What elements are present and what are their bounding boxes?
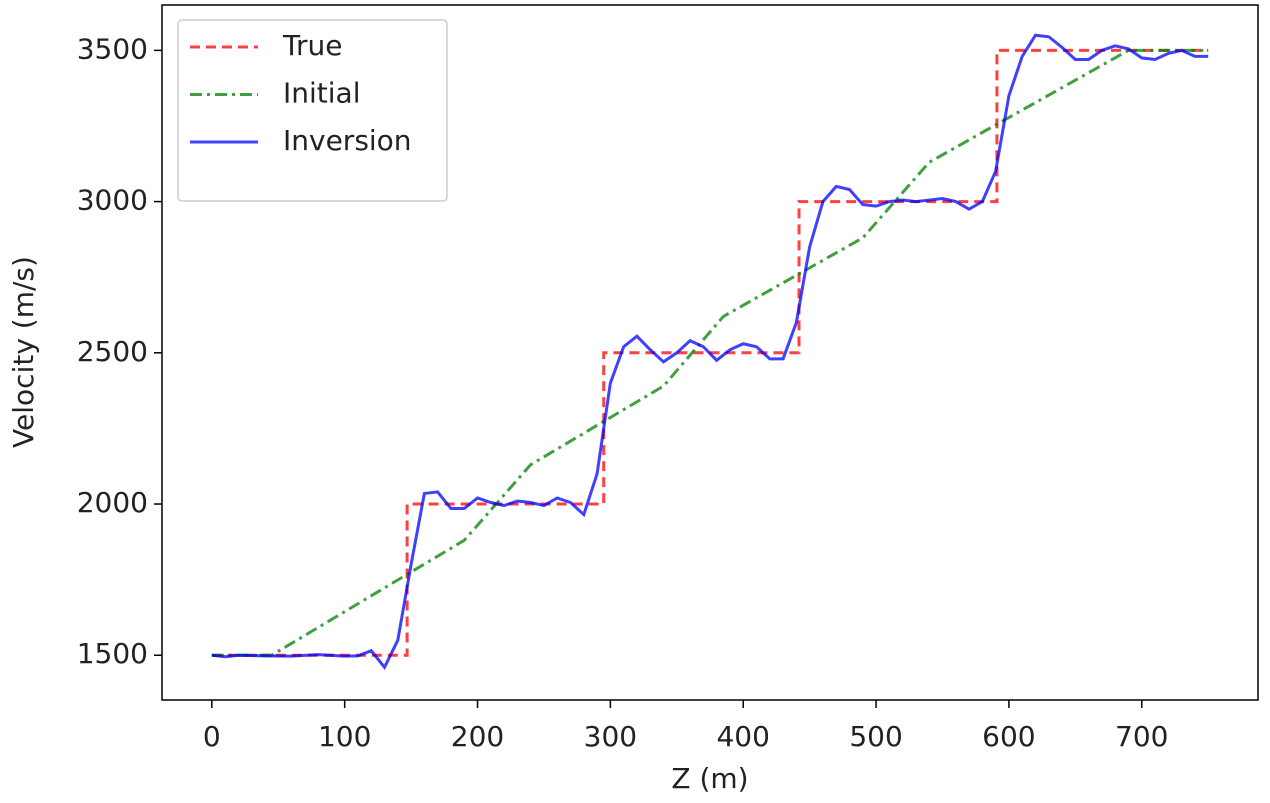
- y-tick-label: 3500: [77, 32, 148, 65]
- legend-label: Initial: [283, 77, 360, 110]
- data-line: [211, 48, 1209, 657]
- x-tick-label: 200: [451, 720, 504, 753]
- x-tick-label: 0: [203, 720, 221, 753]
- legend-box: [177, 19, 448, 202]
- data-line: [211, 48, 1209, 657]
- legend: True Initial Inversion: [177, 19, 448, 202]
- data-line: [211, 33, 1209, 671]
- x-tick-label: 100: [318, 720, 371, 753]
- y-tick-label: 2500: [77, 335, 148, 368]
- x-tick-label: 600: [982, 720, 1035, 753]
- y-tick-label: 3000: [77, 184, 148, 217]
- legend-label: True: [282, 29, 342, 62]
- legend-label: Inversion: [283, 124, 412, 157]
- y-tick-label: 1500: [77, 637, 148, 670]
- x-tick-label: 400: [716, 720, 769, 753]
- x-tick-label: 500: [849, 720, 902, 753]
- x-axis-label: Z (m): [671, 762, 748, 795]
- y-tick-label: 2000: [77, 486, 148, 519]
- x-tick-label: 300: [584, 720, 637, 753]
- x-tick-label: 700: [1115, 720, 1168, 753]
- y-axis-label: Velocity (m/s): [7, 256, 40, 448]
